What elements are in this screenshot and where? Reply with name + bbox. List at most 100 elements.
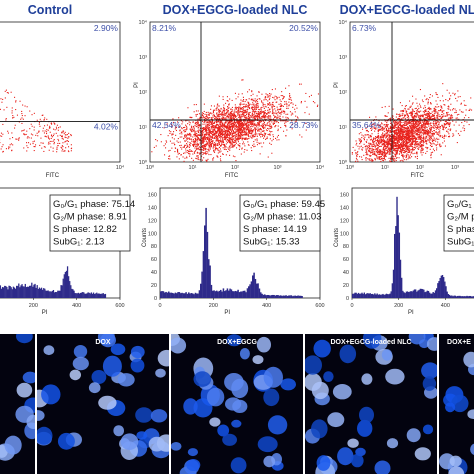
scatter-point: [232, 131, 234, 133]
scatter-point: [267, 124, 269, 126]
scatter-point: [380, 139, 382, 141]
scatter-point: [259, 112, 261, 114]
scatter-point: [436, 106, 438, 108]
scatter-point: [206, 113, 208, 115]
scatter-point: [191, 157, 193, 159]
scatter-point: [265, 106, 267, 108]
scatter-point: [222, 109, 224, 111]
scatter-point: [214, 130, 216, 132]
scatter-point: [448, 92, 450, 94]
scatter-point: [203, 110, 205, 112]
scatter-point: [240, 132, 242, 134]
scatter-point: [400, 124, 402, 126]
scatter-point: [260, 131, 262, 133]
scatter-point: [402, 146, 404, 148]
scatter-point: [222, 117, 224, 119]
scatter-point: [223, 125, 225, 127]
scatter-point: [256, 106, 258, 108]
scatter-point: [225, 129, 227, 131]
scatter-point: [206, 143, 208, 145]
scatter-point: [398, 135, 400, 137]
scatter-point: [257, 116, 259, 118]
scatter-point: [227, 139, 229, 141]
scatter-point: [219, 127, 221, 129]
scatter-point: [426, 120, 428, 122]
scatter-point: [440, 145, 442, 147]
scatter-point: [286, 129, 288, 131]
scatter-point: [256, 116, 258, 118]
scatter-point: [443, 137, 445, 139]
scatter-point: [380, 156, 382, 158]
scatter-point: [228, 114, 230, 116]
scatter-point: [261, 111, 263, 113]
scatter-point: [244, 134, 246, 136]
scatter-point: [379, 150, 381, 152]
scatter-point: [210, 144, 212, 146]
x-tick-label: 10⁴: [316, 164, 325, 171]
scatter-point: [231, 111, 233, 113]
scatter-point: [193, 140, 195, 142]
scatter-point: [206, 116, 208, 118]
scatter-point: [276, 101, 278, 103]
scatter-point: [379, 145, 381, 147]
scatter-point: [205, 153, 207, 155]
scatter-point: [247, 144, 249, 146]
scatter-point: [248, 128, 250, 130]
scatter-point: [189, 133, 191, 135]
scatter-point: [203, 138, 205, 140]
scatter-point: [405, 124, 407, 126]
scatter-point: [452, 120, 454, 122]
scatter-point: [237, 122, 239, 124]
scatter-point: [252, 106, 254, 108]
scatter-point: [189, 150, 191, 152]
scatter-point: [252, 114, 254, 116]
scatter-point: [206, 138, 208, 140]
scatter-point: [290, 99, 292, 101]
scatter-point: [171, 133, 173, 135]
scatter-point: [424, 105, 426, 107]
scatter-point: [417, 124, 419, 126]
scatter-point: [419, 105, 421, 107]
scatter-point: [207, 111, 209, 113]
scatter-point: [266, 116, 268, 118]
scatter-point: [392, 159, 394, 161]
scatter-point: [373, 127, 375, 129]
scatter-point: [371, 160, 373, 162]
scatter-point: [247, 91, 249, 93]
scatter-point: [395, 155, 397, 157]
scatter-point: [192, 144, 194, 146]
scatter-point: [386, 136, 388, 138]
scatter-point: [234, 131, 236, 133]
scatter-point: [398, 136, 400, 138]
scatter-point: [229, 143, 231, 145]
scatter-point: [398, 118, 400, 120]
scatter-point: [414, 138, 416, 140]
scatter-point: [247, 104, 249, 106]
scatter-point: [256, 133, 258, 135]
scatter-point: [259, 133, 261, 135]
scatter-point: [357, 151, 359, 153]
scatter-point: [205, 134, 207, 136]
scatter-point: [269, 115, 271, 117]
scatter-point: [258, 123, 260, 125]
scatter-point: [214, 125, 216, 127]
scatter-point: [412, 110, 414, 112]
scatter-point: [397, 126, 399, 128]
scatter-point: [254, 107, 256, 109]
scatter-point: [360, 145, 362, 147]
scatter-point: [380, 140, 382, 142]
scatter-point: [211, 133, 213, 135]
scatter-point: [271, 125, 273, 127]
scatter-point: [446, 112, 448, 114]
scatter-point: [237, 138, 239, 140]
scatter-point: [435, 93, 437, 95]
scatter-point: [242, 130, 244, 132]
scatter-point: [429, 128, 431, 130]
scatter-point: [14, 124, 16, 126]
scatter-point: [210, 141, 212, 143]
scatter-point: [282, 95, 284, 97]
scatter-point: [223, 109, 225, 111]
scatter-point: [304, 100, 306, 102]
scatter-point: [238, 134, 240, 136]
scatter-point: [383, 148, 385, 150]
